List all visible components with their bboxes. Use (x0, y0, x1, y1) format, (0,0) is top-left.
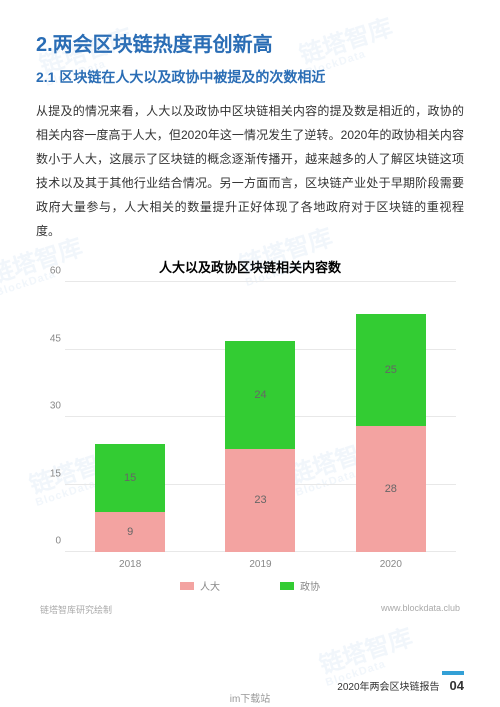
x-axis-label: 2020 (380, 559, 402, 570)
bar-group: 9152018 (95, 282, 165, 552)
y-axis-label: 0 (41, 536, 61, 547)
legend-label: 人大 (200, 578, 220, 593)
bar-group: 23242019 (225, 282, 295, 552)
legend-item: 政协 (280, 578, 320, 593)
page-number: 04 (450, 678, 464, 693)
subsection-heading: 2.1 区块链在人大以及政协中被提及的次数相近 (36, 67, 464, 87)
legend-swatch (280, 582, 294, 590)
chart-source-footer: 链塔智库研究绘制 www.blockdata.club (36, 603, 464, 616)
x-axis-label: 2018 (119, 559, 141, 570)
bar-segment: 15 (95, 444, 165, 512)
x-axis-label: 2019 (249, 559, 271, 570)
footer-accent-bar (442, 671, 464, 675)
section-heading: 2.两会区块链热度再创新高 (36, 28, 464, 57)
bar-segment: 28 (356, 426, 426, 552)
y-axis-label: 45 (41, 333, 61, 344)
page-content: 2.两会区块链热度再创新高 2.1 区块链在人大以及政协中被提及的次数相近 从提… (0, 0, 500, 616)
y-axis-label: 60 (41, 266, 61, 277)
legend-item: 人大 (180, 578, 220, 593)
chart-legend: 人大 政协 (36, 578, 464, 593)
chart-source-left: 链塔智库研究绘制 (40, 603, 112, 616)
legend-swatch (180, 582, 194, 590)
bar-segment: 9 (95, 512, 165, 553)
bar-segment: 24 (225, 341, 295, 449)
bar-group: 28252020 (356, 282, 426, 552)
footer-report-title: 2020年两会区块链报告 (337, 678, 439, 693)
body-paragraph: 从提及的情况来看，人大以及政协中区块链相关内容的提及数是相近的，政协的相关内容一… (36, 99, 464, 243)
y-axis-label: 15 (41, 468, 61, 479)
chart-title: 人大以及政协区块链相关内容数 (36, 257, 464, 276)
stacked-bar-chart: 015304560 91520182324201928252020 人大政协 链… (36, 282, 464, 616)
chart-source-right: www.blockdata.club (381, 603, 460, 616)
legend-label: 政协 (300, 578, 320, 593)
bar-segment: 25 (356, 314, 426, 427)
y-axis-label: 30 (41, 401, 61, 412)
bar-segment: 23 (225, 449, 295, 553)
bottom-caption: im下载站 (230, 690, 271, 705)
